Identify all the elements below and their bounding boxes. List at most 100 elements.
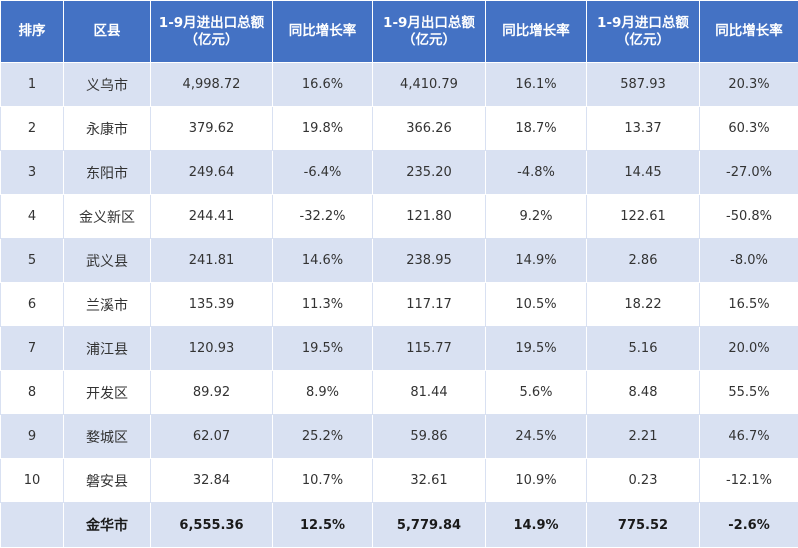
imports-cell: 14.45 [587, 151, 700, 195]
exports-growth-cell: 19.5% [486, 327, 587, 371]
exports-cell: 32.61 [373, 459, 486, 503]
rank-cell: 10 [1, 459, 64, 503]
imports-growth-cell: -50.8% [700, 195, 798, 239]
rank-cell: 7 [1, 327, 64, 371]
district-cell: 浦江县 [64, 327, 151, 371]
imports-growth-cell: 55.5% [700, 371, 798, 415]
imports-cell: 5.16 [587, 327, 700, 371]
exports-cell: 59.86 [373, 415, 486, 459]
imports-growth-cell: -27.0% [700, 151, 798, 195]
exports-cell: 115.77 [373, 327, 486, 371]
imports-cell: 2.86 [587, 239, 700, 283]
imports-cell: 587.93 [587, 63, 700, 107]
exports-cell: 81.44 [373, 371, 486, 415]
header-imports-growth: 同比增长率 [700, 1, 798, 63]
total-trade-cell: 6,555.36 [151, 503, 273, 548]
total-imports-growth-cell: -2.6% [700, 503, 798, 548]
district-cell: 磐安县 [64, 459, 151, 503]
total-trade-cell: 32.84 [151, 459, 273, 503]
total-trade-cell: 62.07 [151, 415, 273, 459]
imports-growth-cell: 60.3% [700, 107, 798, 151]
imports-growth-cell: -12.1% [700, 459, 798, 503]
header-imports: 1-9月进口总额（亿元） [587, 1, 700, 63]
district-cell: 开发区 [64, 371, 151, 415]
exports-growth-cell: 10.5% [486, 283, 587, 327]
total-exports-growth-cell: 14.9% [486, 503, 587, 548]
total-trade-growth-cell: 12.5% [273, 503, 373, 548]
total-trade-growth-cell: 19.5% [273, 327, 373, 371]
rank-cell: 1 [1, 63, 64, 107]
total-trade-cell: 241.81 [151, 239, 273, 283]
total-trade-cell: 249.64 [151, 151, 273, 195]
imports-cell: 0.23 [587, 459, 700, 503]
imports-cell: 122.61 [587, 195, 700, 239]
header-exports: 1-9月出口总额（亿元） [373, 1, 486, 63]
exports-cell: 117.17 [373, 283, 486, 327]
district-cell: 金义新区 [64, 195, 151, 239]
district-cell: 婺城区 [64, 415, 151, 459]
total-trade-growth-cell: 25.2% [273, 415, 373, 459]
district-cell: 永康市 [64, 107, 151, 151]
total-trade-cell: 135.39 [151, 283, 273, 327]
total-trade-growth-cell: 19.8% [273, 107, 373, 151]
total-trade-growth-cell: 8.9% [273, 371, 373, 415]
total-trade-growth-cell: -6.4% [273, 151, 373, 195]
header-exports-growth: 同比增长率 [486, 1, 587, 63]
exports-cell: 121.80 [373, 195, 486, 239]
imports-cell: 13.37 [587, 107, 700, 151]
imports-growth-cell: -8.0% [700, 239, 798, 283]
total-district-cell: 金华市 [64, 503, 151, 548]
total-trade-cell: 89.92 [151, 371, 273, 415]
total-trade-growth-cell: 16.6% [273, 63, 373, 107]
exports-growth-cell: 16.1% [486, 63, 587, 107]
imports-growth-cell: 20.3% [700, 63, 798, 107]
table-footer: 金华市 6,555.36 12.5% 5,779.84 14.9% 775.52… [1, 503, 798, 548]
exports-growth-cell: 9.2% [486, 195, 587, 239]
total-trade-cell: 379.62 [151, 107, 273, 151]
exports-growth-cell: 10.9% [486, 459, 587, 503]
exports-growth-cell: -4.8% [486, 151, 587, 195]
rank-cell: 5 [1, 239, 64, 283]
total-exports-cell: 5,779.84 [373, 503, 486, 548]
exports-growth-cell: 14.9% [486, 239, 587, 283]
rank-cell: 3 [1, 151, 64, 195]
total-trade-growth-cell: 10.7% [273, 459, 373, 503]
total-trade-growth-cell: 14.6% [273, 239, 373, 283]
exports-cell: 366.26 [373, 107, 486, 151]
exports-cell: 238.95 [373, 239, 486, 283]
imports-growth-cell: 16.5% [700, 283, 798, 327]
header-rank: 排序 [1, 1, 64, 63]
header-row: 排序 区县 1-9月进出口总额（亿元） 同比增长率 1-9月出口总额（亿元） 同… [1, 1, 798, 63]
exports-cell: 4,410.79 [373, 63, 486, 107]
exports-cell: 235.20 [373, 151, 486, 195]
total-trade-growth-cell: 11.3% [273, 283, 373, 327]
exports-growth-cell: 5.6% [486, 371, 587, 415]
total-imports-cell: 775.52 [587, 503, 700, 548]
rank-cell: 8 [1, 371, 64, 415]
exports-growth-cell: 18.7% [486, 107, 587, 151]
imports-cell: 2.21 [587, 415, 700, 459]
imports-growth-cell: 46.7% [700, 415, 798, 459]
district-cell: 义乌市 [64, 63, 151, 107]
table-header: 排序 区县 1-9月进出口总额（亿元） 同比增长率 1-9月出口总额（亿元） 同… [1, 1, 798, 63]
rank-cell: 2 [1, 107, 64, 151]
total-rank-cell [1, 503, 64, 548]
total-row: 金华市 6,555.36 12.5% 5,779.84 14.9% 775.52… [1, 503, 798, 548]
header-district: 区县 [64, 1, 151, 63]
district-cell: 武义县 [64, 239, 151, 283]
exports-growth-cell: 24.5% [486, 415, 587, 459]
header-total-trade: 1-9月进出口总额（亿元） [151, 1, 273, 63]
imports-growth-cell: 20.0% [700, 327, 798, 371]
